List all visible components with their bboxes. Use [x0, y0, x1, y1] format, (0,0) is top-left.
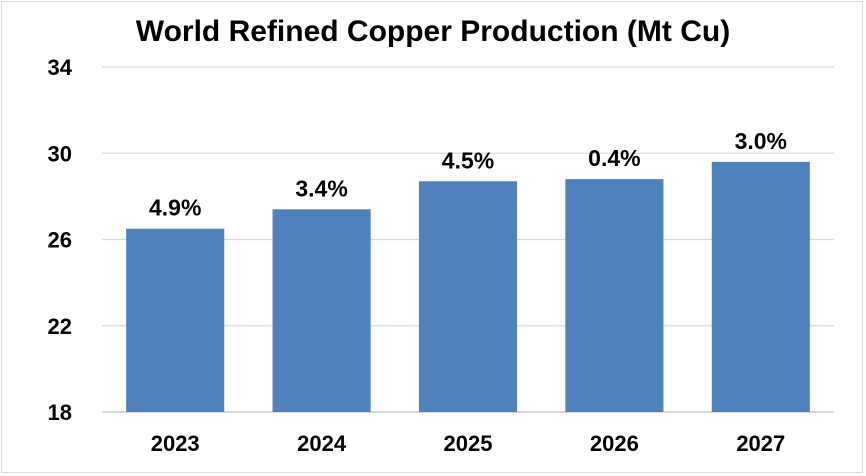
data-labels: 4.9% 3.4% 4.5% 0.4% 3.0%	[149, 128, 787, 221]
x-tick-label-2027: 2027	[736, 431, 785, 456]
x-tick-label-2026: 2026	[590, 431, 639, 456]
x-tick-label-2024: 2024	[297, 431, 347, 456]
bar-2023	[126, 228, 225, 412]
y-tick-label: 18	[48, 400, 72, 425]
bar-2025	[418, 181, 518, 412]
y-tick-label: 34	[48, 55, 73, 80]
y-tick-label: 30	[48, 141, 72, 166]
x-tick-label-2023: 2023	[151, 431, 200, 456]
data-label-2027: 3.0%	[735, 128, 787, 154]
data-label-2025: 4.5%	[442, 147, 494, 173]
x-tick-label-2025: 2025	[444, 431, 493, 456]
y-axis-ticks: 18 22 26 30 34	[48, 55, 73, 425]
data-label-2026: 0.4%	[588, 145, 640, 171]
bar-2027	[711, 161, 810, 412]
bar-2024	[272, 209, 371, 412]
y-tick-label: 26	[48, 228, 72, 253]
bar-2026	[565, 179, 664, 412]
data-label-2023: 4.9%	[149, 195, 201, 221]
y-tick-label: 22	[48, 314, 72, 339]
data-label-2024: 3.4%	[295, 175, 347, 201]
bars	[126, 161, 810, 412]
chart-title: World Refined Copper Production (Mt Cu)	[135, 15, 731, 48]
x-axis-ticks: 2023 2024 2025 2026 2027	[151, 431, 786, 456]
